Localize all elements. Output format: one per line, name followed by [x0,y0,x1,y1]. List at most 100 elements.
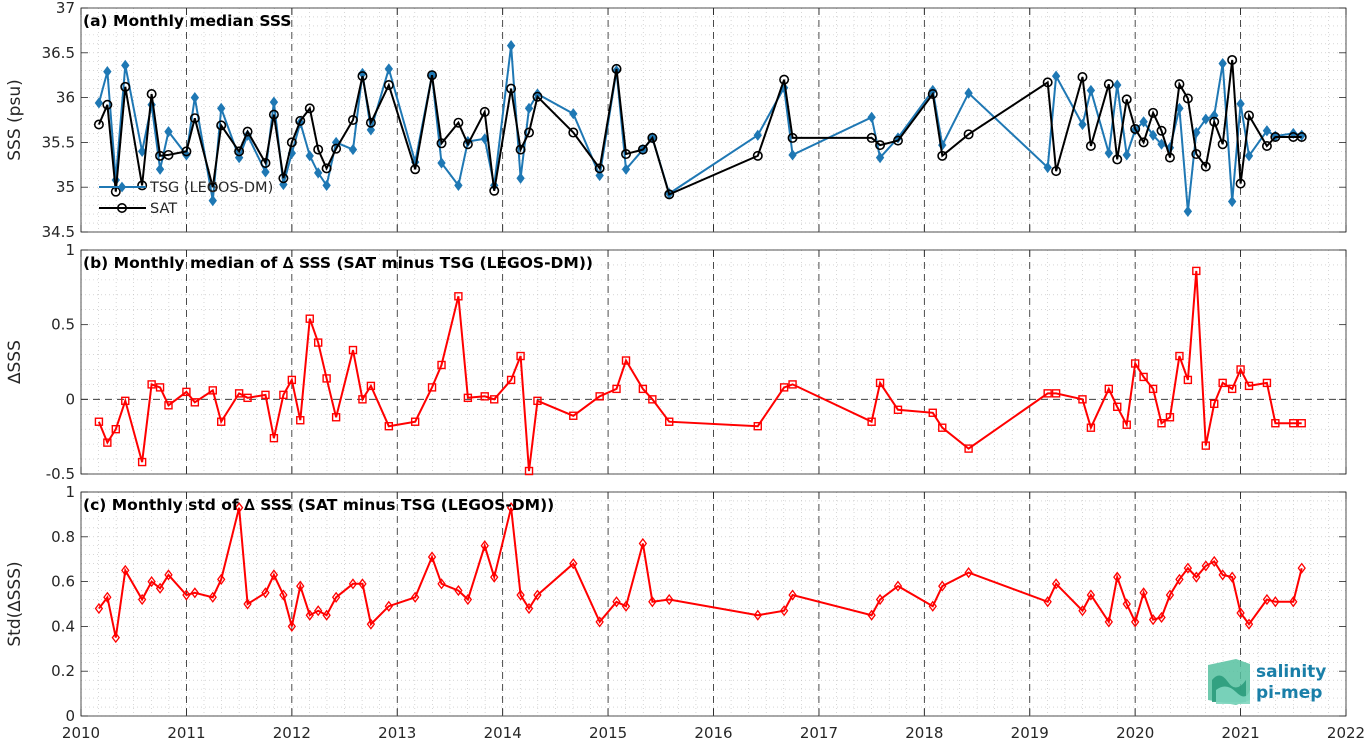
data-point [155,163,165,175]
data-point [234,502,244,514]
data-point [1078,605,1087,617]
data-point [94,602,104,615]
data-point [569,558,578,570]
data-point [208,195,217,207]
data-point [928,408,937,417]
data-point [146,89,157,100]
data-point [612,596,621,608]
data-point [595,392,604,401]
data-point [410,591,420,603]
data-point [155,582,165,594]
data-point [1130,123,1141,134]
data-point [788,149,797,161]
data-point [384,63,394,75]
y-tick-label: 0 [65,390,75,408]
data-point [1078,118,1087,131]
data-point [305,150,314,162]
data-point [1139,587,1148,599]
data-point [524,466,534,476]
data-point [1051,166,1062,177]
data-point [1078,395,1087,404]
panel-a: 34.5 35 35.5 36 36.5 37 SSS (psu) (a) Monthly m… [5,0,1347,241]
x-tick-label: 2021 [1221,724,1259,742]
data-point [490,571,499,583]
data-point [163,149,174,160]
data-point [278,173,289,184]
y-tick-label: 36.5 [42,44,75,62]
data-point [279,390,288,400]
data-point [1201,113,1210,125]
data-point [348,578,358,590]
data-point [1183,562,1193,574]
data-point [366,618,376,630]
data-point [1148,384,1158,394]
data-point [1217,139,1228,150]
data-point [480,392,489,401]
data-point [217,102,226,114]
data-point [1297,562,1306,574]
data-point [331,413,341,422]
data-point [358,578,367,590]
data-point [331,143,342,154]
data-point [1086,589,1096,601]
data-point [1182,93,1193,104]
data-point [384,422,394,431]
data-point [752,150,763,161]
x-tick-label: 2014 [484,724,522,742]
data-point [453,117,464,128]
x-tick-label: 2020 [1116,724,1154,742]
data-point [1244,150,1254,162]
y-tick-label: 1 [65,241,75,259]
data-point [164,401,173,410]
data-point [366,381,376,391]
data-point [964,87,973,99]
y-tick-label: 36 [56,89,75,107]
data-point [1122,420,1131,429]
data-point [296,416,305,425]
data-point [454,179,463,191]
data-point [867,609,876,621]
data-point [595,616,604,628]
data-point [314,167,323,179]
data-point [1183,205,1193,217]
legend-marker [117,181,127,193]
data-point [753,129,762,141]
data-point [243,393,252,403]
data-point [1218,57,1227,70]
legend: TSG (LEGOS-DM) SAT [99,180,273,217]
data-point [314,605,323,617]
data-point [1164,152,1175,163]
x-tick-label: 2016 [694,724,732,742]
data-point [875,140,886,151]
data-point [261,587,270,599]
data-point [1043,596,1052,608]
data-point [621,600,631,612]
x-tick-label: 2010 [62,724,100,742]
data-point [867,111,876,123]
data-point [1165,413,1175,422]
data-point [182,387,191,397]
data-point [234,146,245,157]
data-point [568,127,579,138]
data-point [1218,569,1227,581]
data-point [1122,598,1131,610]
data-point [788,589,797,601]
data-point [938,580,947,592]
data-point [753,609,762,621]
data-point [137,145,147,157]
data-point [216,120,227,131]
data-point [1262,593,1272,606]
y-tick-label: -0.5 [46,465,75,483]
data-point [348,345,358,355]
data-point [164,126,173,138]
data-point [181,146,192,157]
data-point [1236,98,1245,110]
data-point [268,109,279,120]
data-point [1113,402,1122,411]
data-point [1192,266,1201,276]
data-point [287,375,297,385]
data-point [621,163,631,175]
y-tick-label: 35 [56,178,75,196]
data-point [1210,555,1219,568]
data-point [1113,571,1122,583]
